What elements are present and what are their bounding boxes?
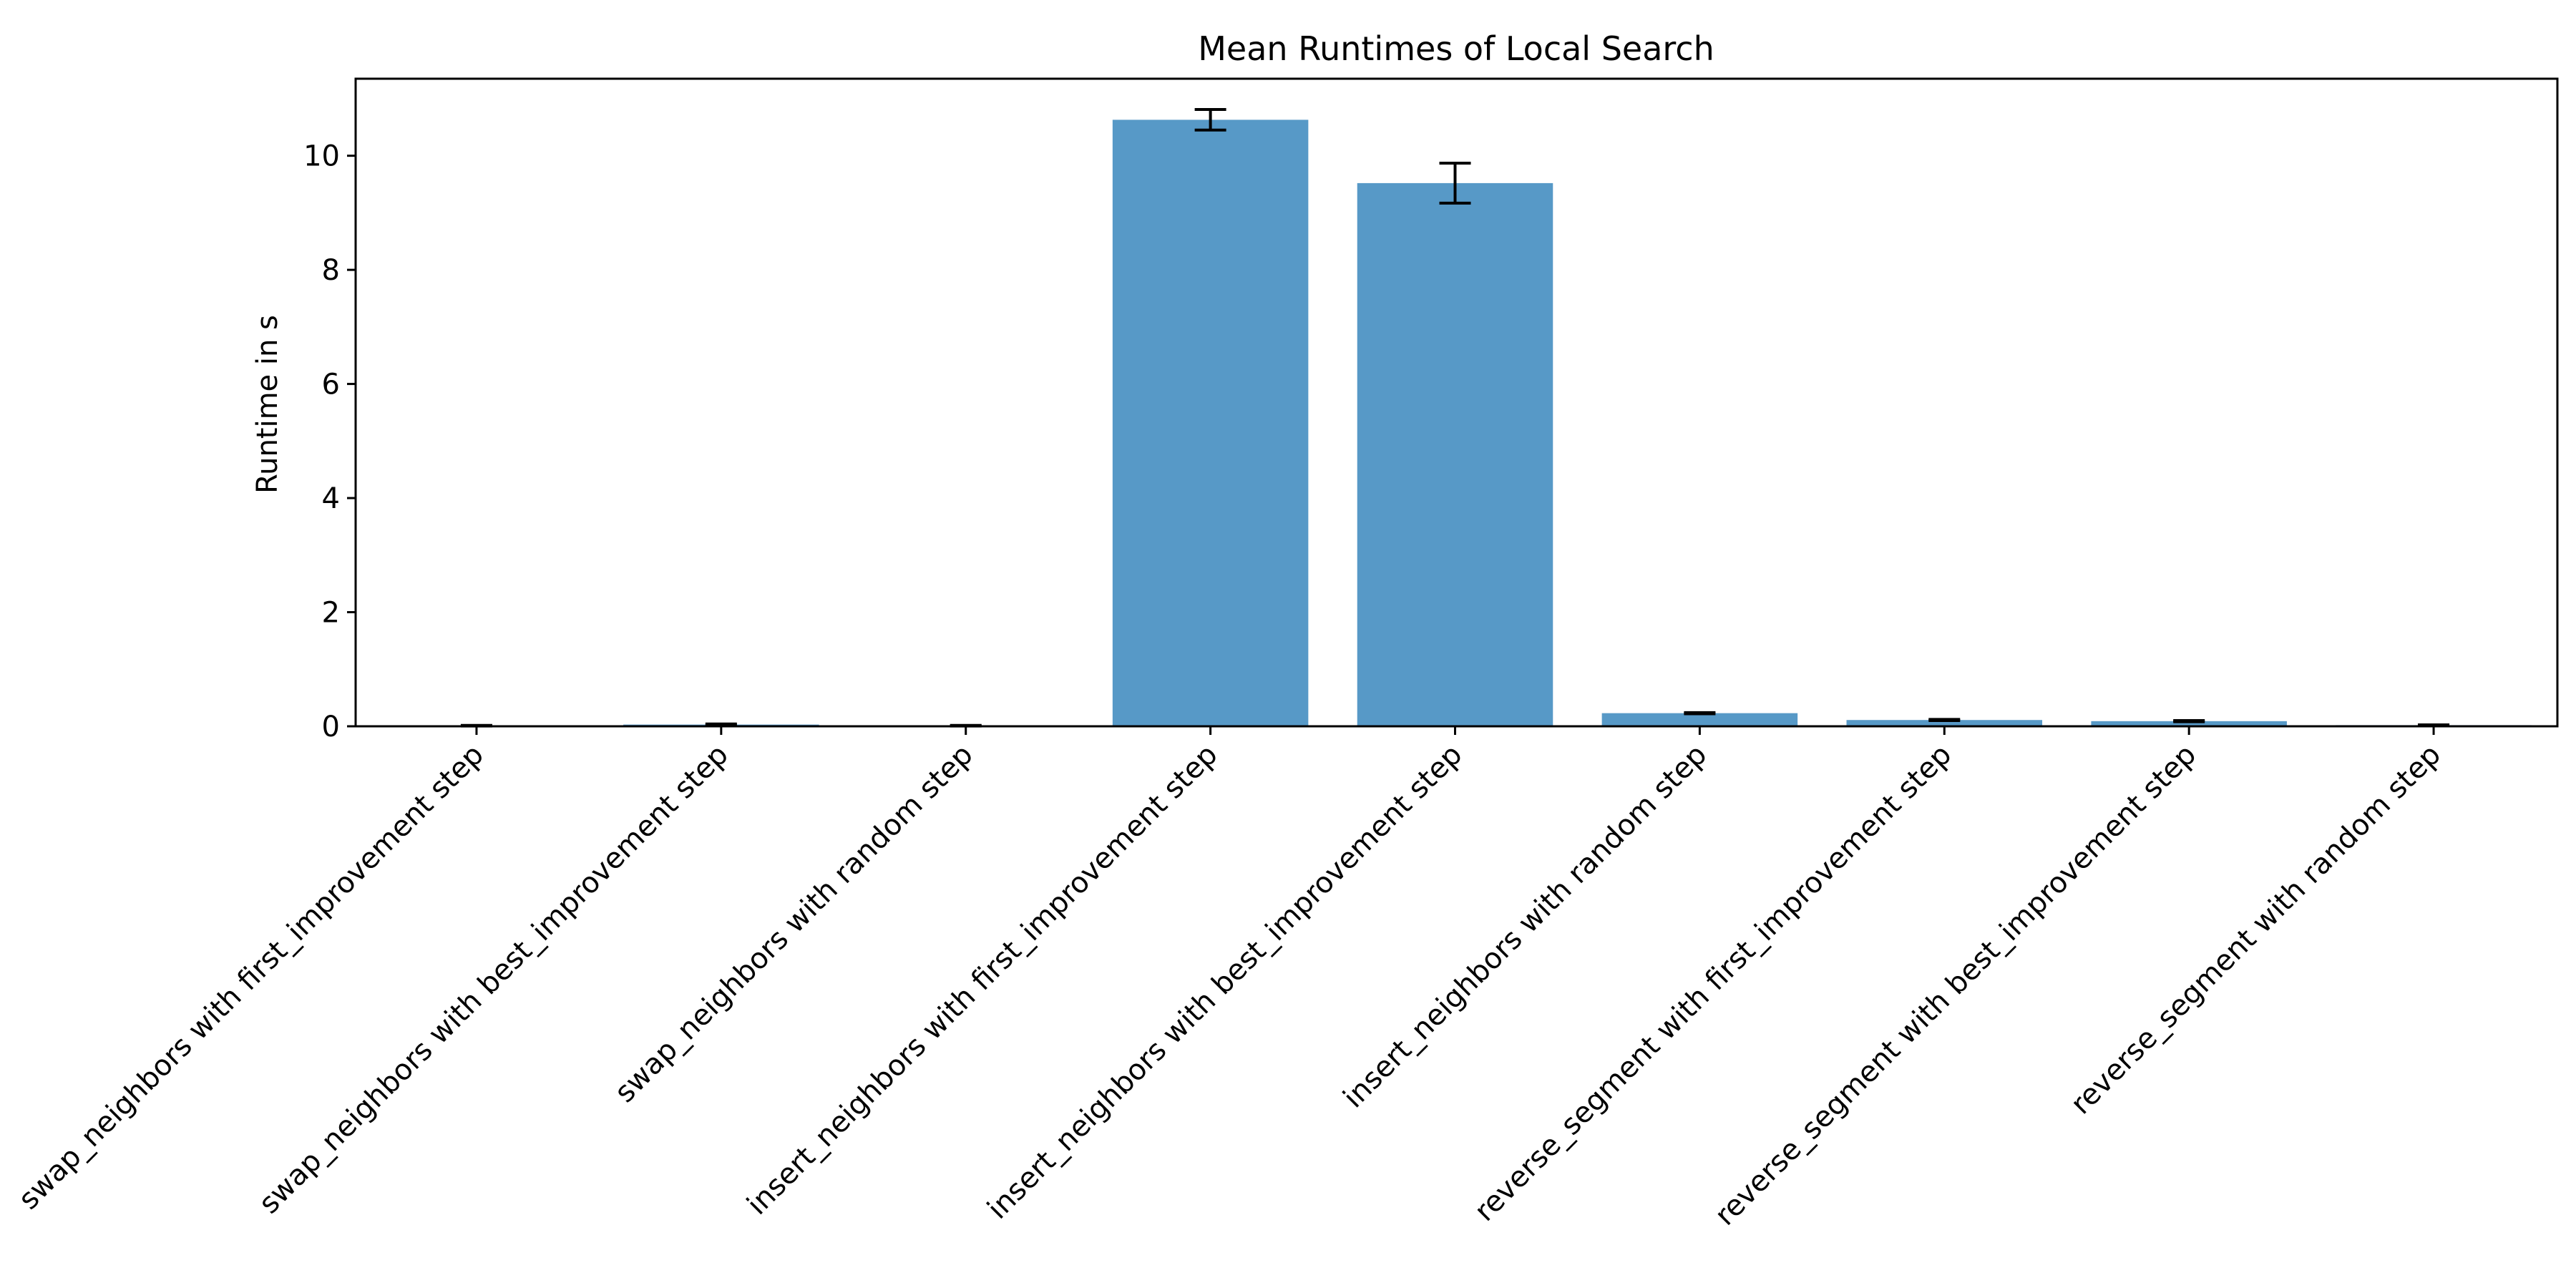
y-tick-label: 8: [322, 254, 340, 287]
y-tick-label: 4: [322, 482, 340, 515]
error-bar: [1439, 162, 1471, 205]
error-bar: [2173, 719, 2205, 723]
bars-group: [379, 119, 2532, 727]
y-axis-ticks: 0 2 4 6 8 10: [303, 140, 356, 743]
bar: [1112, 119, 1309, 727]
bar: [1601, 713, 1798, 726]
error-bar: [1928, 718, 1961, 723]
x-tick-label: reverse_segment with first_improvement s…: [1468, 738, 1958, 1228]
y-tick-label: 10: [303, 140, 340, 173]
bar: [1357, 182, 1553, 726]
bar: [2091, 721, 2287, 726]
y-tick-label: 0: [322, 711, 340, 743]
y-axis-label: Runtime in s: [251, 315, 284, 494]
error-bar: [1684, 711, 1716, 716]
y-tick-label: 6: [322, 369, 340, 401]
error-bar: [705, 722, 737, 727]
x-tick-label: insert_neighbors with best_improvement s…: [981, 738, 1468, 1226]
y-tick-label: 2: [322, 597, 340, 630]
chart-title: Mean Runtimes of Local Search: [1198, 29, 1714, 68]
x-tick-label: swap_neighbors with best_improvement ste…: [253, 738, 735, 1221]
bar: [1846, 720, 2043, 726]
plot-frame: [354, 77, 2559, 728]
error-bar: [1194, 108, 1226, 132]
x-tick-label: reverse_segment with best_improvement st…: [1709, 738, 2202, 1232]
x-tick-label: insert_neighbors with first_improvement …: [741, 738, 1224, 1221]
x-axis-ticks: swap_neighbors with first_improvement st…: [12, 726, 2447, 1232]
x-tick-label: swap_neighbors with first_improvement st…: [12, 738, 490, 1216]
